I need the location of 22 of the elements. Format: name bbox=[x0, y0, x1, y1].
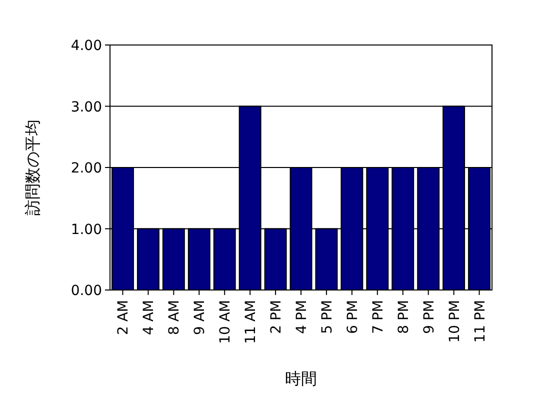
x-tick-label: 9 PM bbox=[421, 300, 438, 334]
x-tick-label: 2 AM bbox=[116, 300, 132, 336]
x-tick-label: 8 AM bbox=[166, 300, 183, 336]
y-tick-label: 3.00 bbox=[70, 99, 102, 116]
x-tick-label: 6 PM bbox=[344, 300, 361, 334]
x-axis-title: 時間 bbox=[285, 369, 317, 388]
y-tick-label: 2.00 bbox=[70, 160, 102, 176]
x-tick-label: 11 AM bbox=[243, 300, 260, 344]
y-tick-label: 1.00 bbox=[70, 222, 102, 238]
x-tick-label: 9 AM bbox=[192, 300, 208, 336]
y-tick-label: 4.00 bbox=[70, 38, 102, 54]
x-tick-label: 10 AM bbox=[218, 300, 234, 344]
x-tick-label: 4 AM bbox=[141, 300, 158, 336]
x-tick-label: 8 PM bbox=[396, 300, 412, 334]
y-axis-title: 訪問数の平均 bbox=[23, 120, 42, 216]
x-tick-label: 11 PM bbox=[472, 300, 488, 343]
x-tick-label: 7 PM bbox=[370, 300, 386, 334]
x-tick-label: 5 PM bbox=[319, 300, 336, 334]
y-tick-label: 0.00 bbox=[70, 283, 102, 299]
x-tick-label: 10 PM bbox=[446, 300, 463, 343]
x-tick-label: 2 PM bbox=[268, 300, 285, 334]
x-tick-label: 4 PM bbox=[294, 300, 310, 334]
